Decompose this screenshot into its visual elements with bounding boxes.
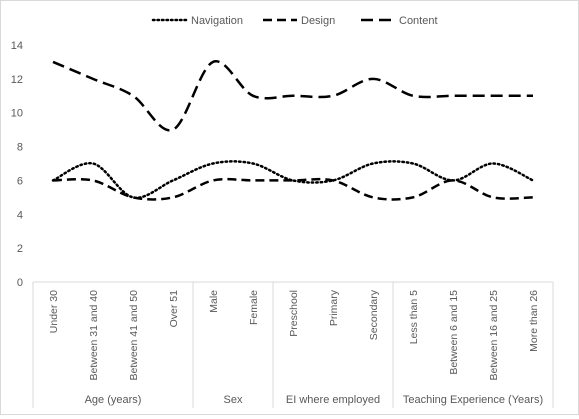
group-label: Teaching Experience (Years): [403, 394, 543, 406]
y-tick-label: 14: [11, 40, 23, 52]
series-line-design: [52, 177, 534, 201]
y-tick-label: 4: [17, 209, 23, 221]
legend-item-content: Content: [361, 15, 438, 27]
legend-label: Design: [301, 15, 335, 27]
group-label: Age (years): [85, 394, 142, 406]
y-tick-label: 8: [17, 142, 23, 154]
x-tick-label: More than 26: [528, 290, 540, 352]
x-tick-label: Under 30: [48, 290, 60, 333]
x-tick-label: Less than 5: [408, 290, 420, 344]
x-tick-label: Male: [208, 290, 220, 313]
legend-item-design: Design: [263, 15, 335, 27]
x-tick-label: Preschool: [288, 290, 300, 337]
x-tick-label: Female: [248, 290, 260, 325]
series-line-navigation: [51, 160, 535, 199]
y-tick-label: 6: [17, 175, 23, 187]
y-tick-label: 10: [11, 108, 23, 120]
legend-label: Content: [399, 15, 438, 27]
legend: Navigation Design Content: [151, 15, 438, 27]
legend-item-navigation: Navigation: [151, 15, 243, 27]
x-tick-label: Between 31 and 40: [88, 290, 100, 381]
series-layer: [51, 60, 535, 201]
x-tick-label: Between 16 and 25: [488, 290, 500, 381]
x-tick-label: Between 6 and 15: [448, 290, 460, 375]
x-tick-label: Primary: [328, 289, 340, 326]
x-tick-label: Over 51: [168, 290, 180, 328]
group-label: EI where employed: [286, 394, 380, 406]
x-tick-label: Between 41 and 50: [128, 290, 140, 381]
x-tick-label: Secondary: [368, 289, 380, 340]
y-tick-label: 2: [17, 243, 23, 255]
y-tick-label: 12: [11, 74, 23, 86]
legend-label: Navigation: [191, 15, 243, 27]
y-tick-label: 0: [17, 277, 23, 289]
series-line-content: [52, 60, 533, 132]
group-label: Sex: [224, 394, 243, 406]
axes: 0 2 4 6 8 10 12 14 Under 30 Between 31 and 40 Betw…: [11, 40, 554, 408]
